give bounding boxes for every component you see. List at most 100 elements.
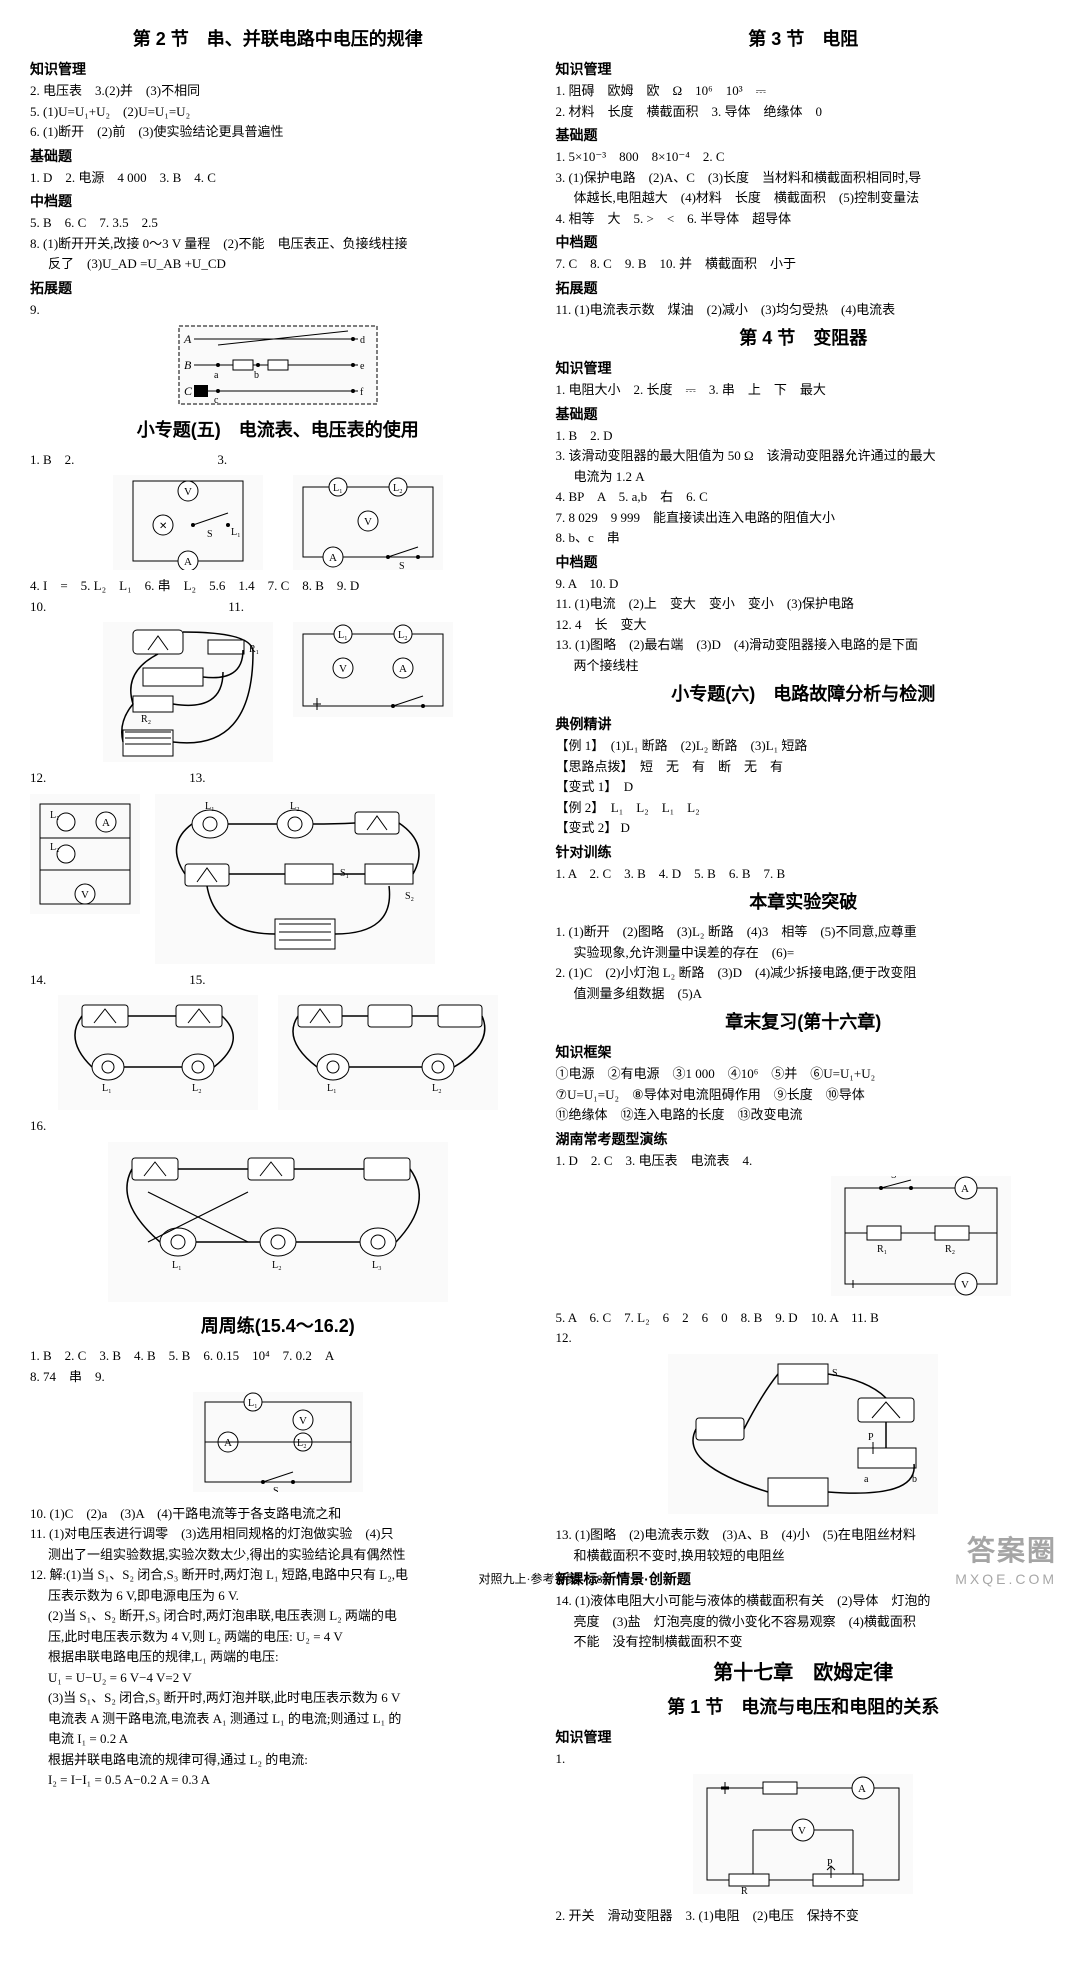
knowledge-heading: 知识管理 — [30, 59, 526, 80]
watermark-sub: MXQE.COM — [955, 1569, 1057, 1590]
svg-text:A: A — [399, 663, 407, 675]
base-heading: 基础题 — [30, 146, 526, 167]
text-line: 8. b、c 串 — [556, 528, 1052, 548]
svg-text:B: B — [184, 358, 192, 372]
svg-text:L₂: L₂ — [50, 842, 60, 853]
svg-text:S: S — [891, 1176, 897, 1181]
text-line: 9. A 10. D — [556, 574, 1052, 594]
svg-text:L₁: L₁ — [338, 630, 348, 641]
text-line: 电流为 1.2 A — [556, 467, 1052, 487]
text-line: 3. (1)保护电路 (2)A、C (3)长度 当材料和横截面积相同时,导 — [556, 168, 1052, 188]
svg-text:L₁: L₁ — [248, 1398, 258, 1409]
text-line: 2. (1)C (2)小灯泡 L₂ 断路 (3)D (4)减少拆接电路,便于改变… — [556, 963, 1052, 983]
text-line: 压表示数为 6 V,即电源电压为 6 V. — [30, 1586, 526, 1606]
text-line: 16. — [30, 1116, 526, 1136]
text-line: 值测量多组数据 (5)A — [556, 984, 1052, 1004]
text-line: 亮度 (3)盐 灯泡亮度的微小变化不容易观察 (4)横截面积 — [556, 1612, 1052, 1632]
text-line: 2. 电压表 3.(2)并 (3)不相同 — [30, 81, 526, 101]
text-line: 电流 I₁ = 0.2 A — [30, 1729, 526, 1749]
example-heading: 典例精讲 — [556, 714, 1052, 735]
mid-heading: 中档题 — [556, 552, 1052, 573]
text-line: 两个接线柱 — [556, 656, 1052, 676]
watermark: 答案圈 — [967, 1530, 1057, 1572]
text-line: 3. 该滑动变阻器的最大阻值为 50 Ω 该滑动变阻器允许通过的最大 — [556, 446, 1052, 466]
diagram-t5-row2: R₁ R₂ L₁ L₂ V A — [30, 622, 526, 762]
diagram-h4: S A R₁ R₂ V — [556, 1176, 1052, 1302]
text-line: 【例 1】 (1)L₁ 断路 (2)L₂ 断路 (3)L₁ 短路 — [556, 736, 1052, 756]
text-line: 8. 74 串 9. — [30, 1367, 526, 1387]
diagram-t5-16: L₁ L₂ L₃ — [30, 1142, 526, 1308]
svg-text:L₂: L₂ — [398, 630, 408, 641]
text-line: 5. (1)U=U₁+U₂ (2)U=U₁=U₂ — [30, 102, 526, 122]
svg-text:R₁: R₁ — [877, 1244, 887, 1255]
text-line: 【变式 1】 D — [556, 777, 1052, 797]
text-line: 压,此时电压表示数为 4 V,则 L₂ 两端的电压: U₂ = 4 V — [30, 1627, 526, 1647]
svg-text:f: f — [360, 387, 364, 398]
frame-heading: 知识框架 — [556, 1042, 1052, 1063]
section-3-title: 第 3 节 电阻 — [556, 26, 1052, 53]
svg-text:V: V — [299, 1415, 307, 1427]
text-line: 5. B 6. C 7. 3.5 2.5 — [30, 213, 526, 233]
mid-heading: 中档题 — [556, 232, 1052, 253]
knowledge-heading: 知识管理 — [556, 59, 1052, 80]
text-line: 4. I = 5. L₂ L₁ 6. 串 L₂ 5.6 1.4 7. C 8. … — [30, 576, 526, 596]
svg-text:S: S — [399, 561, 405, 570]
svg-text:V: V — [81, 889, 89, 901]
svg-text:L₂: L₂ — [297, 1438, 307, 1449]
mid-heading: 中档题 — [30, 191, 526, 212]
svg-text:L₂: L₂ — [272, 1260, 282, 1271]
text-line: 4. BP A 5. a,b 右 6. C — [556, 487, 1052, 507]
svg-text:a: a — [214, 370, 219, 381]
section-2-title: 第 2 节 串、并联电路中电压的规律 — [30, 26, 526, 53]
text-line: 11. (1)对电压表进行调零 (3)选用相同规格的灯泡做实验 (4)只 — [30, 1524, 526, 1544]
text-line: 11. (1)电流 (2)上 变大 变小 变小 (3)保护电路 — [556, 594, 1052, 614]
svg-text:a: a — [864, 1474, 869, 1485]
text-line: 11. (1)电流表示数 煤油 (2)减小 (3)均匀受热 (4)电流表 — [556, 300, 1052, 320]
text-line: 4. 相等 大 5. > < 6. 半导体 超导体 — [556, 209, 1052, 229]
text-line: 1. B 2. D — [556, 426, 1052, 446]
svg-text:L₁: L₁ — [50, 810, 60, 821]
text-line: 1. B 2. 3. — [30, 450, 526, 470]
text-line: 1. D 2. C 3. 电压表 电流表 4. — [556, 1151, 1052, 1171]
text-line: 不能 没有控制横截面积不变 — [556, 1632, 1052, 1652]
svg-text:P: P — [827, 1858, 833, 1869]
svg-text:R₂: R₂ — [141, 714, 151, 725]
svg-text:L₁: L₁ — [172, 1260, 182, 1271]
text-line: 2. 材料 长度 横截面积 3. 导体 绝缘体 0 — [556, 102, 1052, 122]
svg-text:L₁: L₁ — [333, 483, 343, 494]
text-line: 13. (1)图略 (2)最右端 (3)D (4)滑动变阻器接入电路的是下面 — [556, 635, 1052, 655]
week-title: 周周练(15.4～16.2) — [30, 1313, 526, 1340]
diagram-q9: A B C a b c d e f — [30, 325, 526, 411]
svg-text:d: d — [360, 335, 365, 346]
svg-text:V: V — [184, 486, 192, 498]
review-title: 章末复习(第十六章) — [556, 1009, 1052, 1036]
svg-text:S: S — [832, 1368, 838, 1379]
text-line: 实验现象,允许测量中误差的存在 (6)= — [556, 943, 1052, 963]
svg-text:L₂: L₂ — [432, 1083, 442, 1094]
svg-text:L₁: L₁ — [205, 801, 215, 812]
text-line: 7. C 8. C 9. B 10. 并 横截面积 小于 — [556, 254, 1052, 274]
svg-text:P: P — [868, 1432, 874, 1443]
text-line: 1. 电阻大小 2. 长度 ⎓ 3. 串 上 下 最大 — [556, 380, 1052, 400]
text-line: 12. — [556, 1328, 1052, 1348]
svg-text:V: V — [798, 1825, 806, 1837]
svg-text:L₁: L₁ — [102, 1083, 112, 1094]
text-line: 测出了一组实验数据,实验次数太少,得出的实验结论具有偶然性 — [30, 1545, 526, 1565]
text-line: 12. 4 长 变大 — [556, 615, 1052, 635]
text-line: 1. D 2. 电源 4 000 3. B 4. C — [30, 168, 526, 188]
text-line: ①电源 ②有电源 ③1 000 ④10⁶ ⑤并 ⑥U=U₁+U₂ — [556, 1064, 1052, 1084]
text-line: 10. 11. — [30, 597, 526, 617]
chapter17-title: 第十七章 欧姆定律 — [556, 1658, 1052, 1688]
section-4-title: 第 4 节 变阻器 — [556, 325, 1052, 352]
svg-text:c: c — [214, 395, 219, 405]
svg-text:A: A — [224, 1437, 232, 1449]
svg-text:L₂: L₂ — [290, 801, 300, 812]
text-line: (2)当 S₁、S₂ 断开,S₃ 闭合时,两灯泡串联,电压表测 L₂ 两端的电 — [30, 1606, 526, 1626]
text-line: ⑦U=U₁=U₂ ⑧导体对电流阻碍作用 ⑨长度 ⑩导体 — [556, 1085, 1052, 1105]
svg-text:L₂: L₂ — [393, 483, 403, 494]
training-heading: 针对训练 — [556, 842, 1052, 863]
diagram-t5-row3: L₁ A L₂ V L₁ L₂ S₁ S₂ — [30, 794, 526, 964]
svg-text:V: V — [961, 1279, 969, 1291]
text-line: U₁ = U−U₂ = 6 V−4 V=2 V — [30, 1668, 526, 1688]
svg-text:A: A — [858, 1783, 866, 1795]
